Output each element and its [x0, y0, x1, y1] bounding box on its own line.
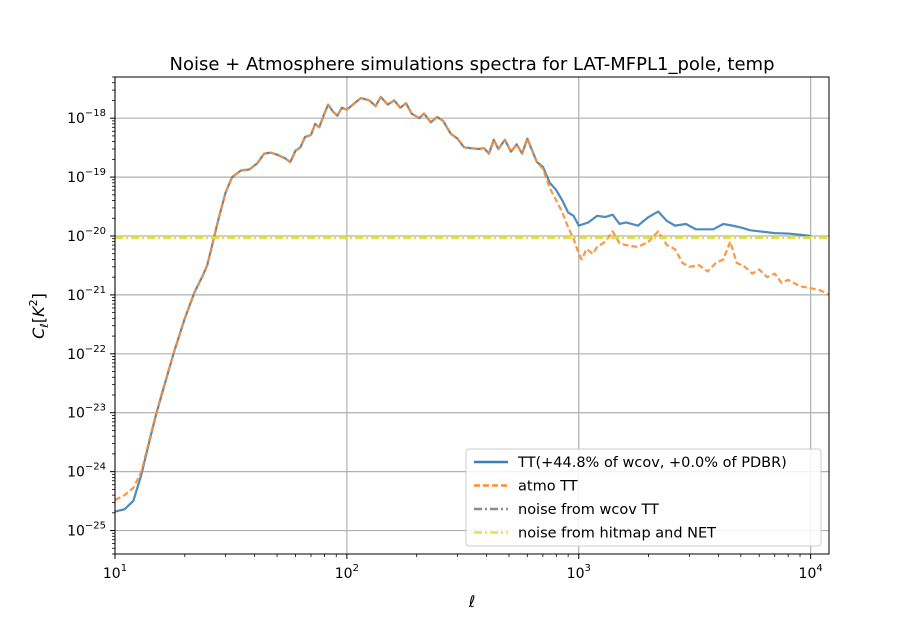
- y-tick-label: 10−21: [67, 285, 106, 304]
- legend-box: [465, 448, 822, 547]
- legend: TT(+44.8% of wcov, +0.0% of PDBR) atmo TT…: [465, 448, 822, 547]
- x-tick-label: 101: [103, 563, 127, 582]
- y-tick-label: 10−19: [67, 167, 106, 186]
- series-line-2: [115, 95, 829, 501]
- y-tick-label: 10−23: [67, 403, 106, 422]
- series-layer: [115, 95, 829, 513]
- legend-label-1: TT(+44.8% of wcov, +0.0% of PDBR): [517, 455, 787, 471]
- ticks: 101 102 103 104 10−25 10−24 10−23 10−22 10−21 10−…: [67, 76, 823, 582]
- x-tick-label: 104: [799, 563, 823, 582]
- y-tick-label: 10−24: [67, 462, 106, 481]
- y-tick-label: 10−22: [67, 344, 106, 363]
- legend-label-2: atmo TT: [518, 479, 578, 495]
- y-tick-label: 10−25: [67, 521, 106, 540]
- plot-frame: [114, 76, 830, 555]
- legend-label-3: noise from wcov TT: [518, 502, 659, 518]
- grid: [114, 77, 829, 554]
- y-tick-label: 10−20: [67, 226, 106, 245]
- chart-title: Noise + Atmosphere simulations spectra f…: [170, 54, 775, 75]
- y-axis-label: Cℓ[K2]: [27, 293, 51, 339]
- legend-label-4: noise from hitmap and NET: [518, 526, 716, 542]
- x-tick-label: 102: [335, 563, 359, 582]
- x-tick-label: 103: [567, 563, 591, 582]
- x-axis-label: ℓ: [468, 592, 476, 611]
- y-tick-label: 10−18: [67, 108, 106, 127]
